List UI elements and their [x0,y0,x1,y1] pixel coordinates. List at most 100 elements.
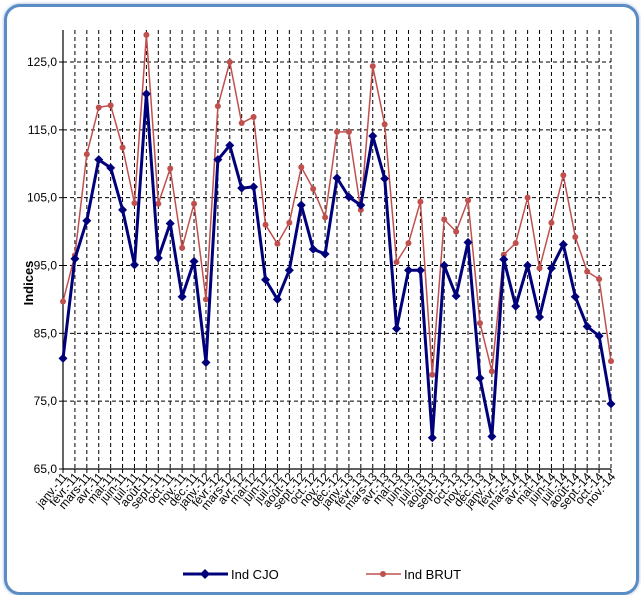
data-point-brut [286,219,293,226]
data-point-cjo [403,265,413,275]
data-point-brut [572,234,579,241]
series-line-brut [62,34,612,376]
chart-frame [4,4,639,595]
data-point-brut [83,151,90,158]
data-point-brut [369,63,376,70]
data-point-cjo [451,291,461,301]
data-point-brut [405,240,412,247]
data-point-cjo [415,265,425,275]
legend-label-brut: Ind BRUT [404,567,461,582]
data-point-cjo [487,431,497,441]
legend-item-brut: Ind BRUT [366,567,461,582]
data-point-brut [179,244,186,251]
legend-item-cjo: Ind CJO [183,567,279,582]
data-point-brut [345,128,352,135]
data-point-brut [119,144,126,151]
series-layer [58,31,616,443]
data-point-cjo [380,174,390,184]
data-point-cjo [82,216,92,226]
data-point-brut [429,371,436,378]
data-point-cjo [165,218,175,228]
data-point-brut [131,200,138,207]
data-point-cjo [272,294,282,304]
data-point-brut [441,216,448,223]
data-point-cjo [546,263,556,273]
data-point-cjo [58,353,68,363]
legend-label-cjo: Ind CJO [231,567,279,582]
data-point-cjo [94,155,104,165]
data-point-brut [334,128,340,135]
data-point-cjo [225,140,235,150]
data-point-cjo [118,205,128,215]
data-point-brut [381,121,388,128]
data-point-brut [310,185,317,192]
data-point-cjo [153,253,163,263]
data-point-cjo [308,244,318,254]
x-tick-labels: janv.-11févr.-11mars-11avr.-11mai-11juin… [33,470,619,513]
data-point-brut [202,296,209,303]
data-point-brut [226,59,233,65]
data-point-cjo [463,237,473,247]
data-point-cjo [356,200,366,210]
data-point-cjo [177,292,187,302]
data-point-cjo [106,163,116,173]
data-point-brut [608,358,614,365]
data-point-cjo [499,254,509,264]
data-point-cjo [129,260,139,270]
legend-marker-brut [380,571,386,577]
legend: Ind CJO Ind BRUT [183,567,461,582]
data-point-cjo [141,89,151,99]
data-point-cjo [475,373,485,383]
data-point-cjo [511,301,521,311]
data-point-brut [500,251,507,258]
data-point-cjo [237,183,247,193]
data-point-brut [95,104,102,111]
y-tick-label: 75,0 [34,394,58,408]
data-point-cjo [284,265,294,275]
data-point-cjo [189,256,199,266]
y-tick-labels: 65,0 75,0 85,0 95,0 105,0 115,0 125,0 [27,55,57,476]
data-point-brut [250,113,257,120]
data-point-brut [512,240,519,247]
data-point-cjo [261,275,271,285]
data-point-brut [238,120,245,127]
data-point-cjo [582,322,592,332]
data-point-cjo [535,312,545,322]
y-tick-label: 95,0 [34,259,58,273]
data-point-cjo [392,324,402,334]
data-point-brut [155,200,162,207]
data-point-brut [107,102,114,109]
data-point-brut [357,206,364,213]
data-point-brut [596,276,603,283]
data-point-cjo [523,261,533,270]
data-point-cjo [606,399,616,409]
data-point-brut [322,214,329,221]
data-point-brut [476,320,483,327]
data-point-brut [191,200,198,207]
y-tick-label: 125,0 [27,55,57,69]
data-point-brut [214,103,221,110]
legend-marker-cjo [200,569,210,579]
data-point-cjo [213,155,223,165]
data-point-cjo [368,131,378,141]
data-point-cjo [594,331,604,341]
y-tick-label: 105,0 [27,191,57,205]
grid-lines [63,30,612,469]
data-point-brut [60,298,66,305]
y-tick-label: 115,0 [28,123,57,137]
data-point-cjo [558,239,568,249]
data-point-brut [167,165,174,172]
data-point-brut [143,31,150,38]
data-point-brut [584,268,591,275]
data-point-cjo [249,182,259,192]
axes [59,30,612,473]
data-point-cjo [320,249,330,259]
data-point-brut [298,164,305,171]
y-tick-label: 65,0 [34,462,58,476]
data-point-cjo [296,200,306,210]
data-point-cjo [439,261,449,270]
data-point-brut [453,228,460,235]
data-point-cjo [332,173,342,183]
data-point-cjo [570,292,580,302]
